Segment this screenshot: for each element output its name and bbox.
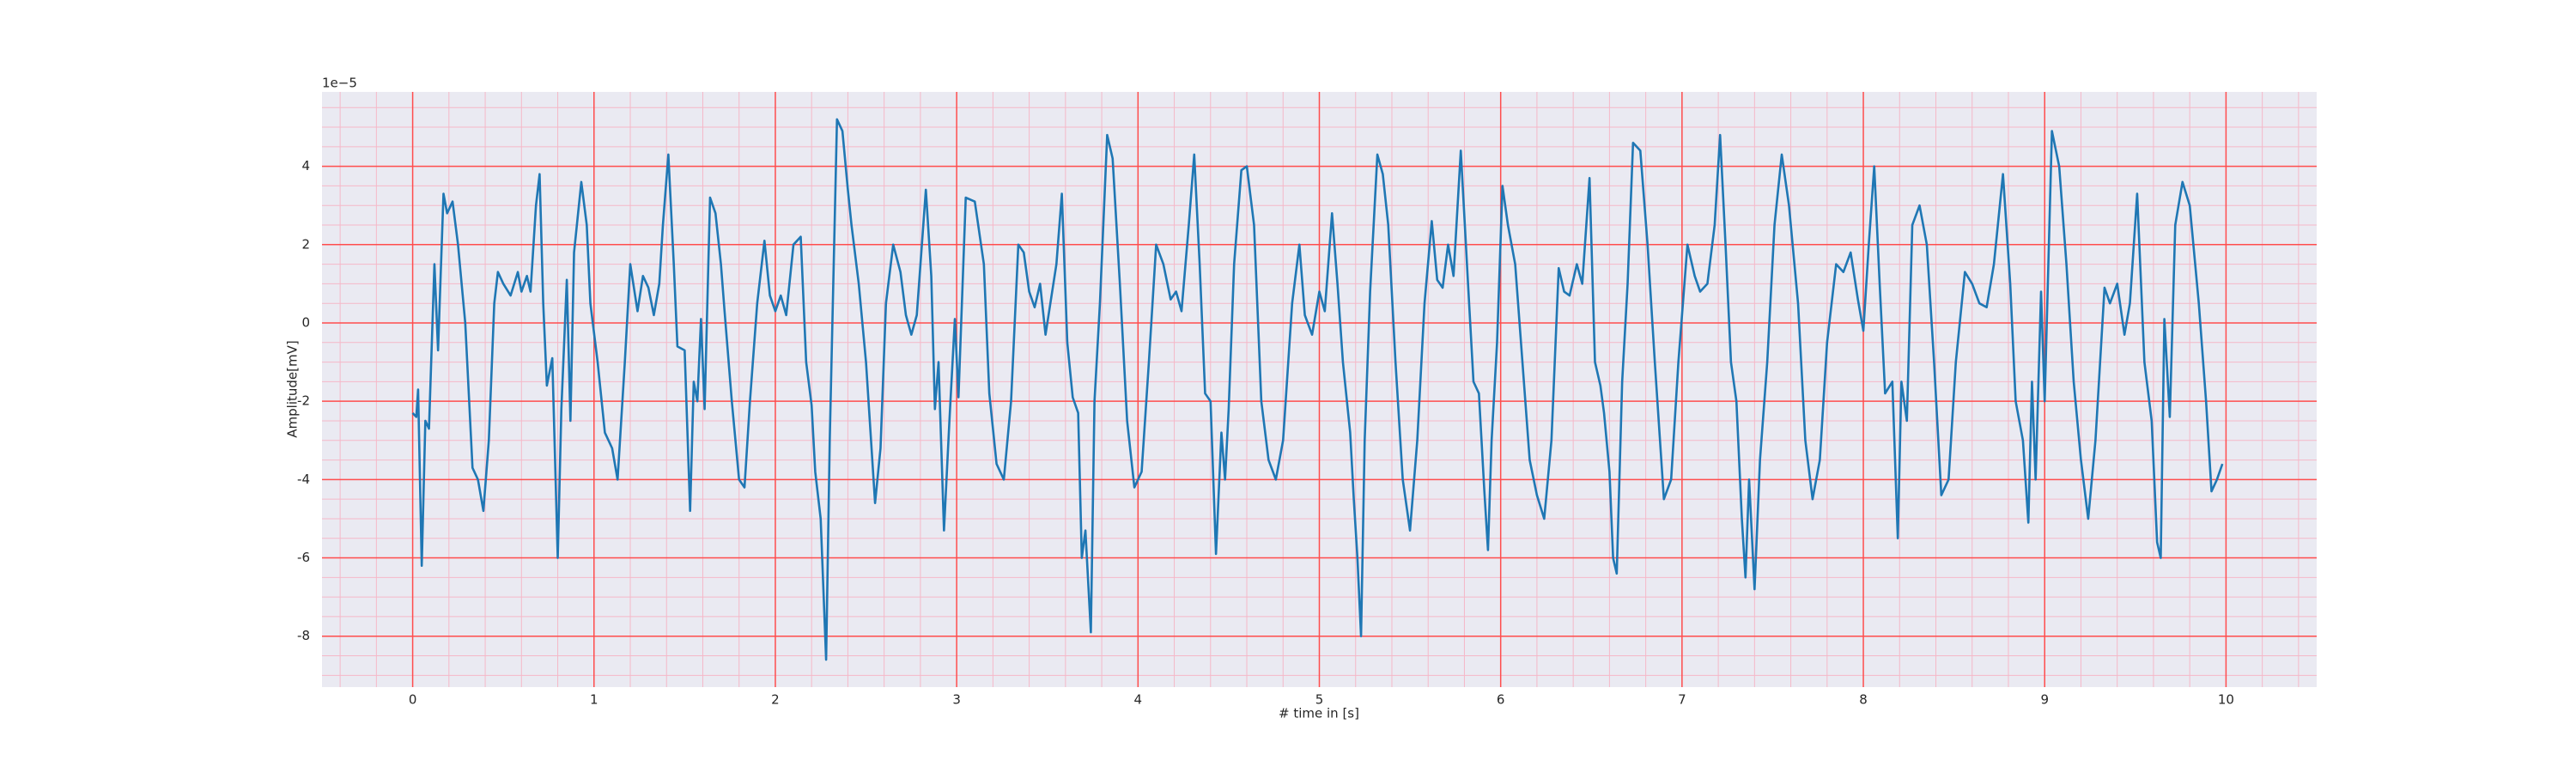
signal-line bbox=[411, 118, 2224, 661]
x-tick-label: 1 bbox=[590, 692, 598, 708]
y-tick-label: -4 bbox=[297, 472, 310, 487]
y-tick-label: -2 bbox=[297, 393, 310, 409]
x-tick-label: 9 bbox=[2040, 692, 2049, 708]
x-tick-label: 4 bbox=[1134, 692, 1143, 708]
y-tick-label: 4 bbox=[301, 158, 310, 173]
y-tick-label: -6 bbox=[297, 550, 310, 565]
y-tick-label: -8 bbox=[297, 628, 310, 643]
x-tick-label: 2 bbox=[771, 692, 780, 708]
x-axis-label: # time in [s] bbox=[1279, 706, 1359, 721]
x-tick-label: 6 bbox=[1497, 692, 1505, 708]
x-tick-label: 8 bbox=[1859, 692, 1868, 708]
y-axis-label: Amplitude[mV] bbox=[285, 340, 301, 437]
x-tick-label: 0 bbox=[409, 692, 417, 708]
x-tick-label: 5 bbox=[1315, 692, 1324, 708]
y-tick-label: 2 bbox=[301, 236, 310, 252]
x-tick-label: 10 bbox=[2218, 692, 2234, 708]
offset-text: 1e−5 bbox=[322, 76, 357, 91]
x-tick-label: 3 bbox=[952, 692, 961, 708]
x-tick-label: 7 bbox=[1678, 692, 1686, 708]
y-tick-label: 0 bbox=[301, 314, 310, 330]
